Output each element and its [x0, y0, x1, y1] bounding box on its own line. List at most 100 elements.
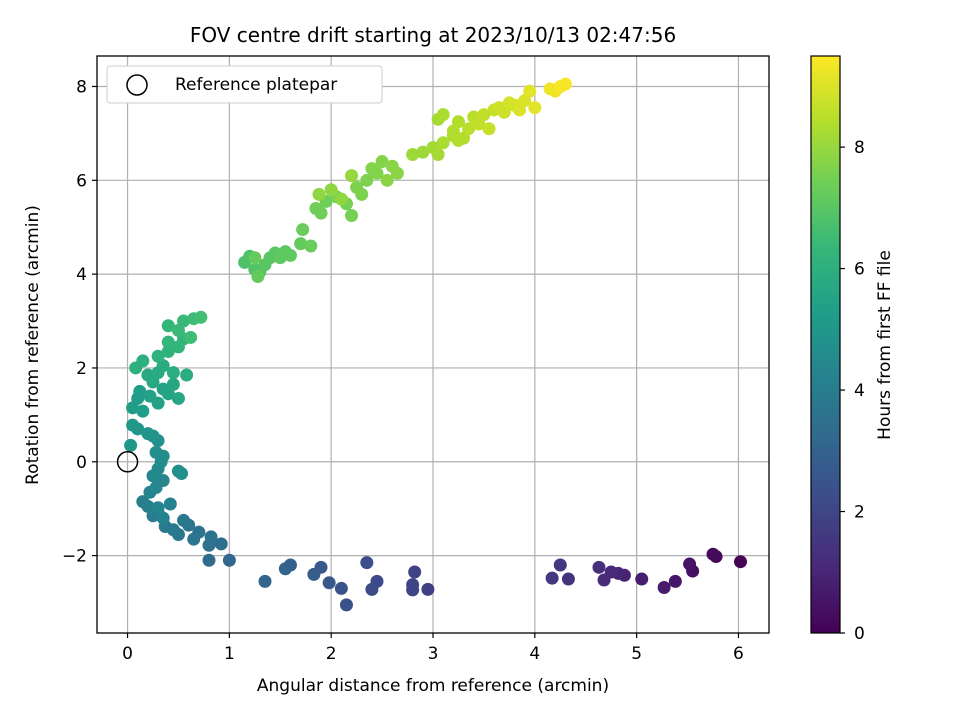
y-tick-label: 8: [76, 77, 87, 97]
data-point: [360, 173, 374, 187]
data-point: [304, 239, 318, 253]
data-point: [561, 572, 575, 586]
data-point: [334, 581, 348, 595]
data-point: [451, 133, 465, 147]
data-point: [553, 558, 567, 572]
data-point: [251, 269, 265, 283]
data-point: [406, 583, 420, 597]
x-tick-label: 2: [326, 644, 337, 664]
colorbar-tick-label: 6: [854, 260, 865, 280]
data-point: [126, 418, 140, 432]
data-point: [635, 572, 649, 586]
x-axis-ticks: 0 1 2 3 4 5 6: [122, 633, 744, 664]
data-point: [421, 582, 435, 596]
colorbar-label: Hours from first FF file: [875, 250, 895, 440]
data-point: [436, 108, 450, 122]
data-point: [161, 319, 175, 333]
data-point: [733, 555, 747, 569]
x-tick-label: 3: [428, 644, 439, 664]
data-point: [706, 547, 720, 561]
data-point: [149, 445, 163, 459]
data-point: [129, 361, 143, 375]
data-point: [312, 187, 326, 201]
data-point: [214, 537, 228, 551]
x-tick-label: 1: [224, 644, 235, 664]
colorbar-tick-label: 2: [854, 503, 865, 523]
data-point: [482, 122, 496, 136]
reference-platepar-marker: [116, 451, 139, 473]
data-point: [187, 532, 201, 546]
data-point: [370, 166, 384, 180]
legend-marker: [126, 74, 148, 96]
data-point: [177, 314, 191, 328]
data-point: [163, 497, 177, 511]
data-point: [339, 598, 353, 612]
y-tick-label: 4: [76, 265, 87, 285]
data-point: [156, 511, 170, 525]
data-point: [462, 122, 476, 136]
data-point: [258, 574, 272, 588]
data-point: [416, 145, 430, 159]
data-point: [355, 187, 369, 201]
data-point: [166, 366, 180, 380]
data-point: [334, 192, 348, 206]
data-point: [307, 567, 321, 581]
data-point: [175, 467, 189, 481]
data-point: [657, 580, 671, 594]
data-point: [151, 349, 165, 363]
data-point: [171, 391, 185, 405]
x-axis-label: Angular distance from reference (arcmin): [257, 676, 609, 696]
data-point: [124, 438, 138, 452]
data-point: [141, 368, 155, 382]
data-point: [683, 557, 697, 571]
chart-title: FOV centre drift starting at 2023/10/13 …: [190, 23, 676, 47]
data-point: [558, 77, 572, 91]
data-point: [390, 166, 404, 180]
data-point: [141, 427, 155, 441]
data-point: [166, 377, 180, 391]
data-point: [156, 474, 170, 488]
data-point: [314, 206, 328, 220]
x-tick-label: 4: [529, 644, 540, 664]
y-axis-ticks: −2 0 2 4 6 8: [62, 77, 97, 567]
colorbar-tick-label: 8: [854, 138, 865, 158]
data-point: [177, 513, 191, 527]
data-point: [380, 173, 394, 187]
data-point: [294, 237, 308, 251]
data-point: [365, 582, 379, 596]
data-point: [296, 223, 310, 237]
colorbar-tick-label: 0: [854, 624, 865, 644]
reference-point: [116, 451, 139, 473]
data-point: [345, 208, 359, 222]
data-point: [324, 183, 338, 197]
y-tick-label: 6: [76, 171, 87, 191]
data-point: [180, 368, 194, 382]
data-point: [202, 553, 216, 567]
data-point: [194, 310, 208, 324]
data-point: [545, 571, 559, 585]
y-tick-label: 2: [76, 359, 87, 379]
data-point: [322, 576, 336, 590]
x-tick-label: 0: [122, 644, 133, 664]
data-point: [283, 248, 297, 262]
data-point: [184, 330, 198, 344]
data-point: [528, 101, 542, 115]
data-point: [406, 148, 420, 162]
data-point: [222, 553, 236, 567]
x-tick-label: 6: [733, 644, 744, 664]
y-tick-label: −2: [62, 547, 87, 567]
data-point: [408, 565, 422, 579]
data-point: [136, 495, 150, 509]
data-point: [523, 84, 537, 98]
data-point: [278, 562, 292, 576]
data-point: [136, 404, 150, 418]
data-point: [597, 573, 611, 587]
data-point: [248, 251, 262, 265]
data-point: [436, 136, 450, 150]
y-tick-label: 0: [76, 453, 87, 473]
data-point: [668, 574, 682, 588]
data-point: [375, 155, 389, 169]
x-tick-label: 5: [631, 644, 642, 664]
colorbar: [810, 55, 841, 634]
data-point: [204, 530, 218, 544]
